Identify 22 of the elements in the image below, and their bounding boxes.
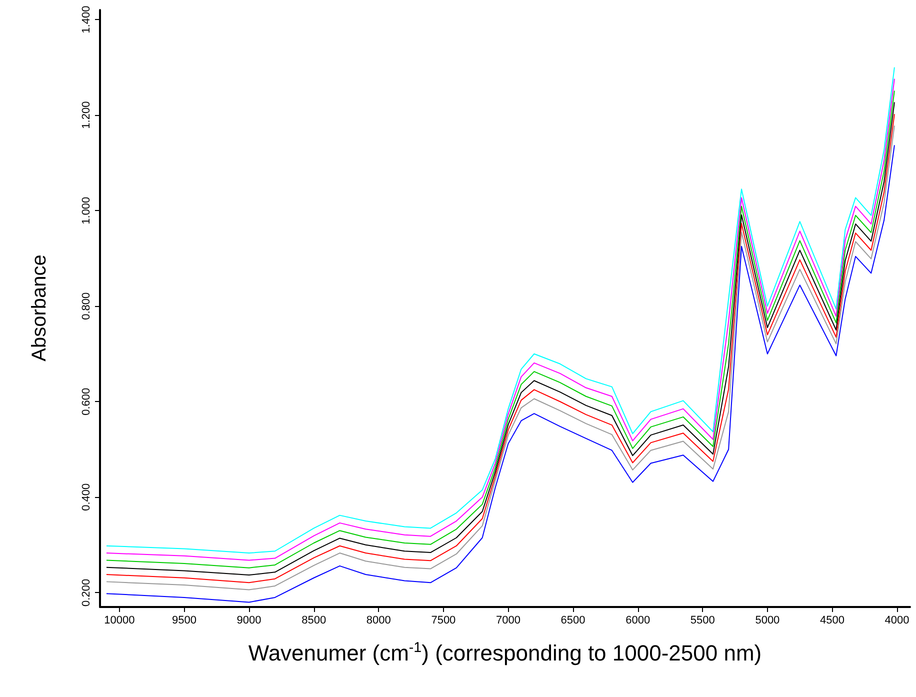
x-tick-label: 8500 — [302, 614, 326, 626]
x-tick-label: 10000 — [104, 614, 135, 626]
x-tick-label: 6000 — [626, 614, 650, 626]
x-tick-label: 5500 — [690, 614, 715, 626]
y-tick-label: 0.400 — [80, 483, 92, 511]
x-tick-label: 4500 — [820, 614, 844, 626]
x-tick-label: 4000 — [884, 614, 910, 626]
y-tick-label: 1.400 — [80, 6, 92, 34]
y-axis-title: Absorbance — [28, 254, 52, 362]
x-tick-label: 9500 — [172, 614, 196, 626]
y-tick-label: 0.800 — [80, 292, 92, 320]
x-tick-label: 6500 — [560, 614, 586, 626]
x-axis-title: Wavenumer (cm$^{-1}$) (corresponding to 1000-2500 nm) — [247, 640, 763, 666]
y-tick-label: 0.200 — [80, 578, 92, 606]
y-tick-label: 0.600 — [80, 388, 92, 416]
y-tick-label: 1.000 — [80, 196, 92, 224]
x-tick-label: 8000 — [366, 614, 391, 626]
x-tick-label: 7500 — [431, 614, 456, 626]
y-tick-label: 1.200 — [80, 101, 92, 129]
x-tick-label: 7000 — [496, 614, 520, 626]
x-tick-label: 9000 — [236, 614, 262, 626]
x-tick-label: 5000 — [755, 614, 780, 626]
